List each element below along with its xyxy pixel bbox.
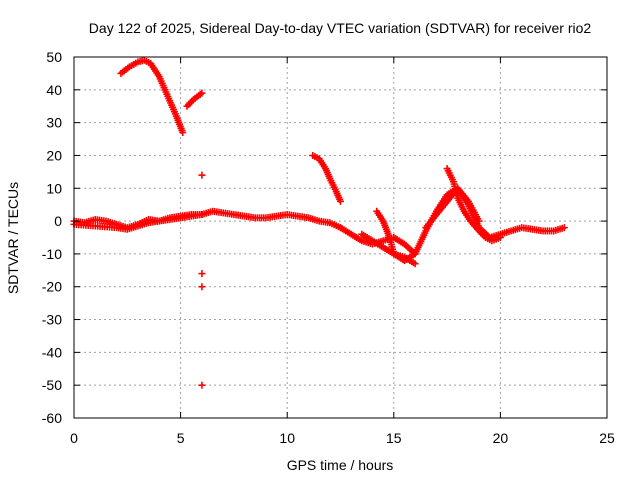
y-tick-label: -30: [42, 312, 62, 328]
y-tick-label: -10: [42, 246, 62, 262]
series-arc-5: [198, 207, 344, 232]
ticks: [73, 56, 608, 419]
y-tick-label: -40: [42, 344, 62, 360]
series-isolated: [198, 171, 206, 389]
y-tick-label: -50: [42, 377, 62, 393]
y-tick-label: -60: [42, 410, 62, 426]
x-tick-label: 5: [177, 430, 185, 446]
x-axis-label: GPS time / hours: [287, 457, 394, 473]
grid: [74, 57, 607, 418]
y-axis-label: SDTVAR / TECUs: [5, 182, 21, 294]
data-point: [198, 381, 206, 389]
tick-labels: 0 5 10 15 20 25 -60 -50 -40 -30 -20 -10 0 10 20 30 40 50: [42, 49, 615, 446]
x-tick-label: 15: [386, 430, 402, 446]
data-point: [198, 89, 206, 97]
data-point: [475, 217, 483, 225]
data-point: [560, 224, 568, 232]
y-tick-label: 50: [46, 49, 62, 65]
data-point: [179, 128, 187, 136]
y-tick-label: 40: [46, 82, 62, 98]
data-point: [198, 270, 206, 278]
y-tick-label: 0: [54, 213, 62, 229]
series-arc-6: [309, 151, 344, 205]
y-tick-label: -20: [42, 279, 62, 295]
chart-title: Day 122 of 2025, Sidereal Day-to-day VTE…: [89, 20, 592, 36]
series-arc-3: [117, 56, 187, 136]
plot-border: [73, 56, 608, 419]
data-point: [198, 171, 206, 179]
data-point: [496, 234, 504, 241]
series-arc-12: [422, 184, 483, 232]
data-points: [70, 56, 568, 389]
x-tick-label: 0: [70, 430, 78, 446]
data-point: [411, 260, 419, 268]
y-tick-label: 20: [46, 147, 62, 163]
x-tick-label: 10: [279, 430, 295, 446]
y-tick-label: 30: [46, 115, 62, 131]
series-arc-4: [183, 89, 206, 110]
x-tick-label: 25: [599, 430, 615, 446]
x-tick-label: 20: [493, 430, 509, 446]
y-tick-label: 10: [46, 180, 62, 196]
data-point: [198, 283, 206, 291]
series-arc-9: [373, 207, 408, 264]
data-point: [337, 197, 344, 205]
